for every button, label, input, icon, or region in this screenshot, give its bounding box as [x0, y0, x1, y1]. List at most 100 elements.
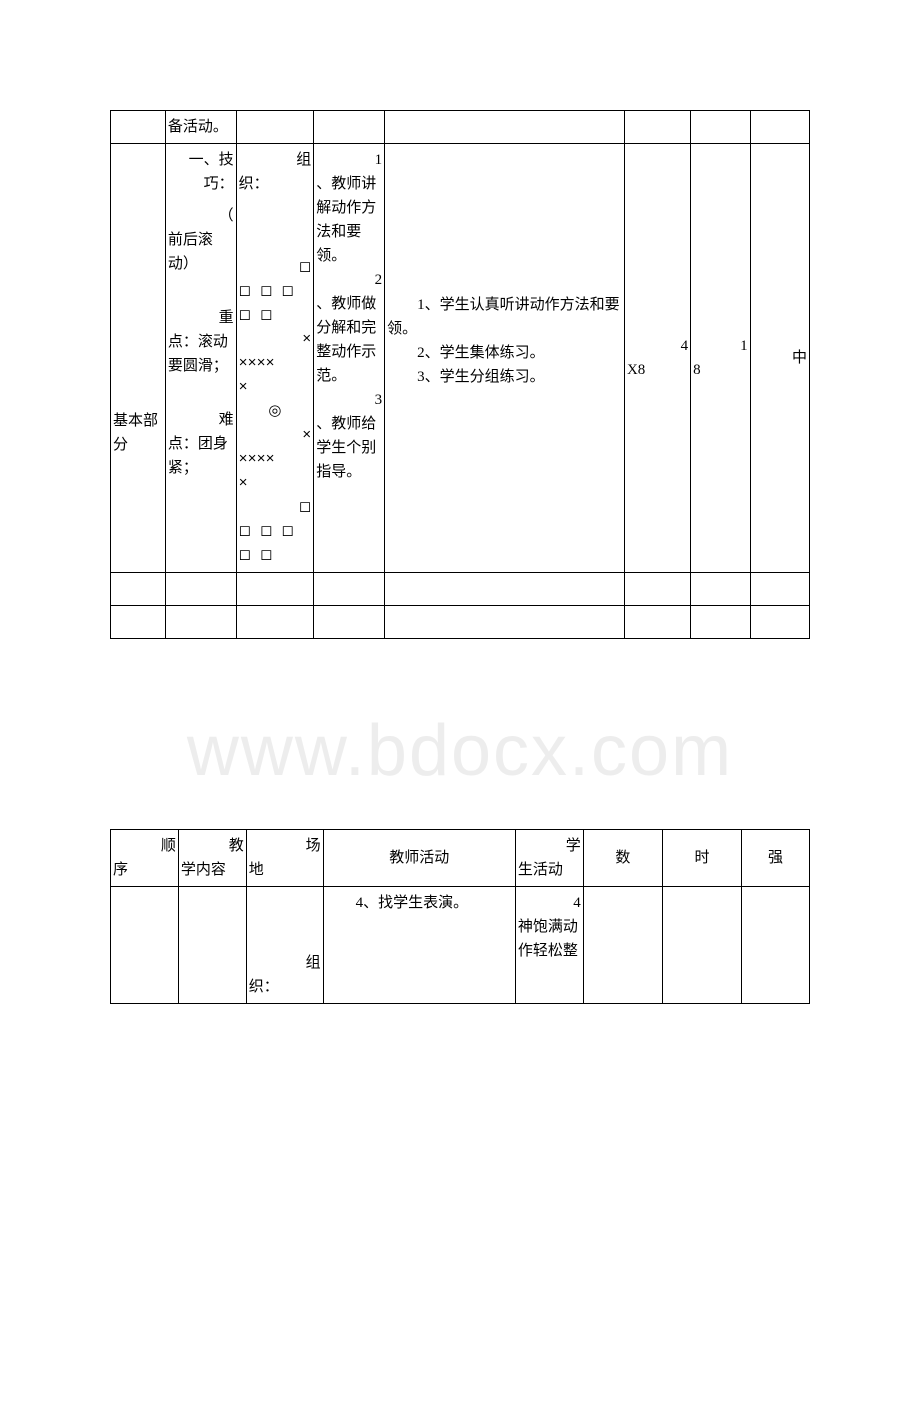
layout-symbol: ◻ ◻ ◻	[239, 280, 312, 304]
cell	[385, 573, 625, 606]
cell	[385, 606, 625, 639]
table-row: 备活动。	[111, 111, 810, 144]
cell	[691, 111, 750, 144]
cell: 组 织：	[246, 887, 323, 1004]
lesson-table-2: 顺 序 教 学内容 场 地 教师活动 学 生活动 数 时 强	[110, 829, 810, 1004]
header-cell: 场 地	[246, 830, 323, 887]
lesson-table-1: 备活动。 基本部分 一、技巧： （ 前后滚动） 重 点：滚动要圆滑； 难	[110, 110, 810, 639]
cell	[236, 111, 314, 144]
header-cell: 时	[662, 830, 741, 887]
layout-symbol: ◎	[239, 400, 312, 424]
table-row: 组 织： 4、找学生表演。 4 神饱满动作轻松整	[111, 887, 810, 1004]
intensity-cell: 中	[750, 144, 809, 573]
text: 织：	[239, 172, 312, 196]
student-activity-cell: 1、学生认真听讲动作方法和要领。 2、学生集体练习。 3、学生分组练习。	[385, 144, 625, 573]
cell	[165, 573, 236, 606]
text: 教	[181, 834, 244, 858]
text: 3、学生分组练习。	[387, 365, 622, 389]
text: 3	[316, 388, 382, 412]
layout-symbol: ××××	[239, 352, 312, 376]
cell	[111, 573, 166, 606]
text: 2	[316, 268, 382, 292]
text: 生活动	[518, 858, 581, 882]
layout-symbol: ◻ ◻ ◻	[239, 520, 312, 544]
cell	[624, 606, 690, 639]
text: 1、学生认真听讲动作方法和要领。	[387, 293, 622, 341]
cell	[385, 111, 625, 144]
text: 组	[249, 951, 321, 975]
layout-symbol: ◻	[239, 496, 312, 520]
header-cell: 数	[583, 830, 662, 887]
cell	[750, 573, 809, 606]
teacher-activity-cell: 1 、教师讲解动作方法和要领。 2 、教师做分解和完整动作示范。 3 、教师给学…	[314, 144, 385, 573]
cell	[314, 111, 385, 144]
text: 1	[693, 334, 747, 358]
layout-symbol: ◻ ◻	[239, 544, 312, 568]
cell: 4 神饱满动作轻松整	[515, 887, 583, 1004]
header-cell: 学 生活动	[515, 830, 583, 887]
cell: 4、找学生表演。	[323, 887, 515, 1004]
text: 学	[518, 834, 581, 858]
cell	[111, 887, 179, 1004]
text: 顺	[113, 834, 176, 858]
cell	[111, 111, 166, 144]
text	[387, 399, 622, 423]
header-cell: 教 学内容	[178, 830, 246, 887]
text: （	[168, 204, 234, 228]
text: 4、找学生表演。	[326, 891, 513, 915]
text: 织：	[249, 975, 321, 999]
header-cell: 强	[742, 830, 810, 887]
text: 难	[168, 408, 234, 432]
table-header-row: 顺 序 教 学内容 场 地 教师活动 学 生活动 数 时 强	[111, 830, 810, 887]
time-cell: 1 8	[691, 144, 750, 573]
text: 组	[239, 148, 312, 172]
text: 、教师做分解和完整动作示范。	[316, 292, 382, 388]
cell	[750, 606, 809, 639]
cell	[314, 606, 385, 639]
text: 点：团身紧；	[168, 432, 234, 480]
text: 场	[249, 834, 321, 858]
cell	[691, 573, 750, 606]
text: 重	[168, 306, 234, 330]
cell	[165, 606, 236, 639]
layout-symbol: ◻ ◻	[239, 304, 312, 328]
cell	[691, 606, 750, 639]
page-content: 备活动。 基本部分 一、技巧： （ 前后滚动） 重 点：滚动要圆滑； 难	[0, 110, 920, 1004]
text: 2、学生集体练习。	[387, 341, 622, 365]
text: 4	[518, 891, 581, 915]
cell	[314, 573, 385, 606]
text: 一、技巧：	[168, 148, 234, 196]
text: 前后滚动）	[168, 228, 234, 276]
cell: 备活动。	[165, 111, 236, 144]
count-cell: 4 X8	[624, 144, 690, 573]
layout-symbol: ×	[239, 328, 312, 352]
text: 中	[753, 346, 807, 370]
layout-symbol: ×	[239, 472, 312, 496]
section-label: 基本部分	[113, 259, 163, 457]
field-layout-cell: 组 织： ◻ ◻ ◻ ◻ ◻ ◻ × ×××× × ◎ × ×××× × ◻ ◻…	[236, 144, 314, 573]
text: 、教师讲解动作方法和要领。	[316, 172, 382, 268]
text: 序	[113, 858, 176, 882]
text: X8	[627, 358, 688, 382]
layout-symbol: ◻	[239, 256, 312, 280]
cell	[662, 887, 741, 1004]
cell	[742, 887, 810, 1004]
table-row	[111, 573, 810, 606]
text: 神饱满动作轻松整	[518, 915, 581, 963]
text: 1	[316, 148, 382, 172]
text: 、教师给学生个别指导。	[316, 412, 382, 484]
layout-symbol: ×	[239, 424, 312, 448]
table-row	[111, 606, 810, 639]
text: 学内容	[181, 858, 244, 882]
content-cell: 一、技巧： （ 前后滚动） 重 点：滚动要圆滑； 难 点：团身紧；	[165, 144, 236, 573]
text: 4	[627, 334, 688, 358]
layout-symbol: ××××	[239, 448, 312, 472]
table-row: 基本部分 一、技巧： （ 前后滚动） 重 点：滚动要圆滑； 难 点：团身紧； 组…	[111, 144, 810, 573]
cell	[624, 573, 690, 606]
header-cell: 顺 序	[111, 830, 179, 887]
text: 地	[249, 858, 321, 882]
text: 8	[693, 358, 747, 382]
header-cell: 教师活动	[323, 830, 515, 887]
cell	[178, 887, 246, 1004]
cell	[236, 606, 314, 639]
